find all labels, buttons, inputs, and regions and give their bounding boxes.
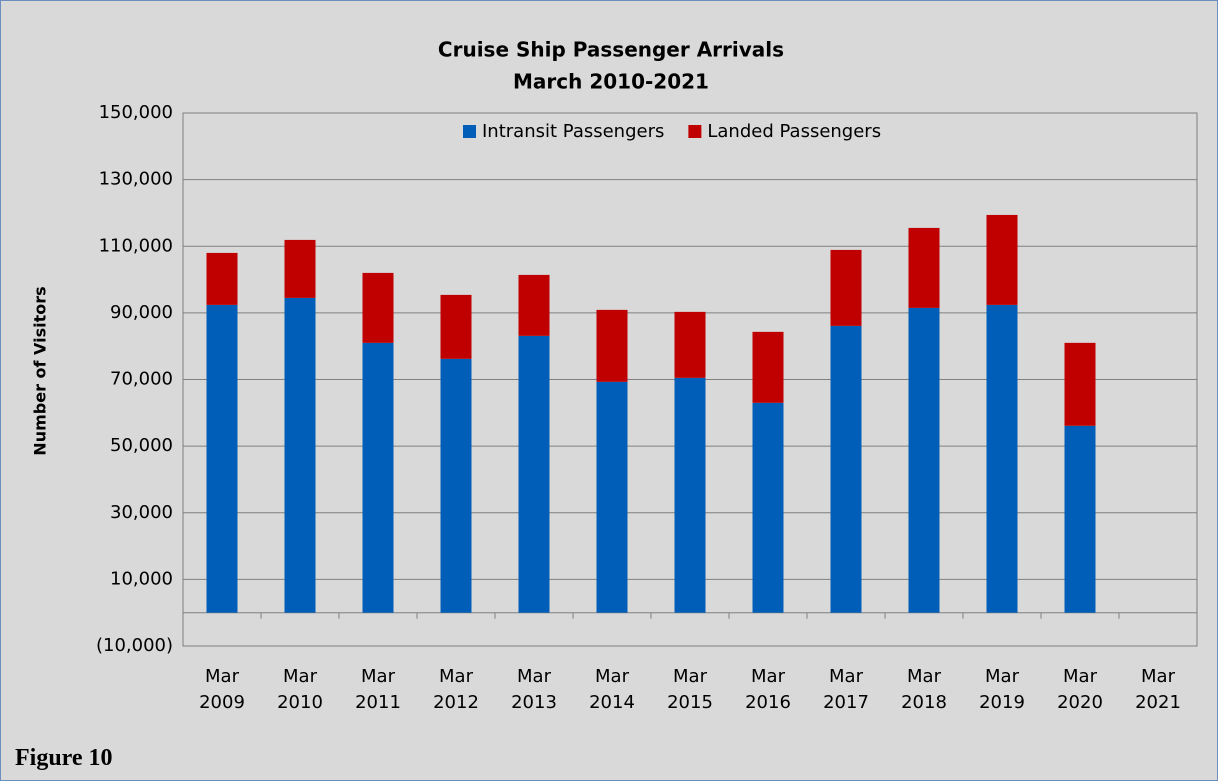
y-tick-label: 110,000: [99, 235, 173, 256]
y-tick-label: 90,000: [110, 302, 173, 323]
x-tick-label: Mar 2015: [667, 666, 713, 713]
y-tick-label: 10,000: [110, 568, 173, 589]
bar-segment: [362, 342, 394, 613]
y-tick-label: 130,000: [99, 169, 173, 190]
bar-segment: [206, 304, 238, 613]
bar-segment: [908, 227, 940, 308]
x-tick-label: Mar 2017: [823, 666, 869, 713]
bar-segment: [362, 272, 394, 343]
x-tick-label: Mar 2016: [745, 666, 791, 713]
bar-segment: [752, 402, 784, 613]
bar-segment: [1064, 425, 1096, 613]
y-tick-label: 30,000: [110, 502, 173, 523]
bar-segment: [284, 239, 316, 298]
bar-segment: [1064, 342, 1096, 426]
legend-label: Landed Passengers: [707, 121, 881, 142]
bar-segment: [440, 358, 472, 613]
bar-segment: [596, 381, 628, 613]
x-tick-label: Mar 2010: [277, 666, 323, 713]
bar-segment: [674, 311, 706, 378]
y-axis-label: Number of Visitors: [31, 286, 50, 455]
x-tick-label: Mar 2018: [901, 666, 947, 713]
x-tick-label: Mar 2012: [433, 666, 479, 713]
caption: Figure 10: [15, 745, 113, 771]
y-tick-label: 50,000: [110, 435, 173, 456]
legend-swatch: [688, 125, 702, 138]
x-tick-label: Mar 2009: [199, 666, 245, 713]
x-tick-label: Mar 2011: [355, 666, 401, 713]
x-tick-label: Mar 2013: [511, 666, 557, 713]
x-tick-label: Mar 2020: [1057, 666, 1103, 713]
y-tick-label: 70,000: [110, 369, 173, 390]
legend-swatch: [463, 125, 476, 138]
bar-segment: [986, 214, 1018, 305]
bar-segment: [440, 294, 472, 359]
bar-segment: [830, 249, 862, 326]
x-tick-label: Mar 2014: [589, 666, 635, 713]
bar-segment: [752, 331, 784, 403]
x-tick-label: Mar 2019: [979, 666, 1025, 713]
bar-segment: [986, 304, 1018, 613]
chart-title: Cruise Ship Passenger Arrivals: [438, 38, 784, 62]
bar-segment: [518, 274, 550, 336]
bar-segment: [674, 377, 706, 613]
bar-segment: [596, 309, 628, 382]
chart-subtitle: March 2010-2021: [513, 70, 709, 94]
bar-segment: [284, 297, 316, 613]
bar-segment: [908, 307, 940, 613]
bar-segment: [830, 325, 862, 613]
bar-segment: [206, 252, 238, 305]
y-tick-label: 150,000: [99, 102, 173, 123]
x-tick-label: Mar 2021: [1135, 666, 1181, 713]
y-tick-label: (10,000): [96, 635, 173, 656]
bar-segment: [518, 335, 550, 613]
legend-label: Intransit Passengers: [482, 121, 664, 142]
